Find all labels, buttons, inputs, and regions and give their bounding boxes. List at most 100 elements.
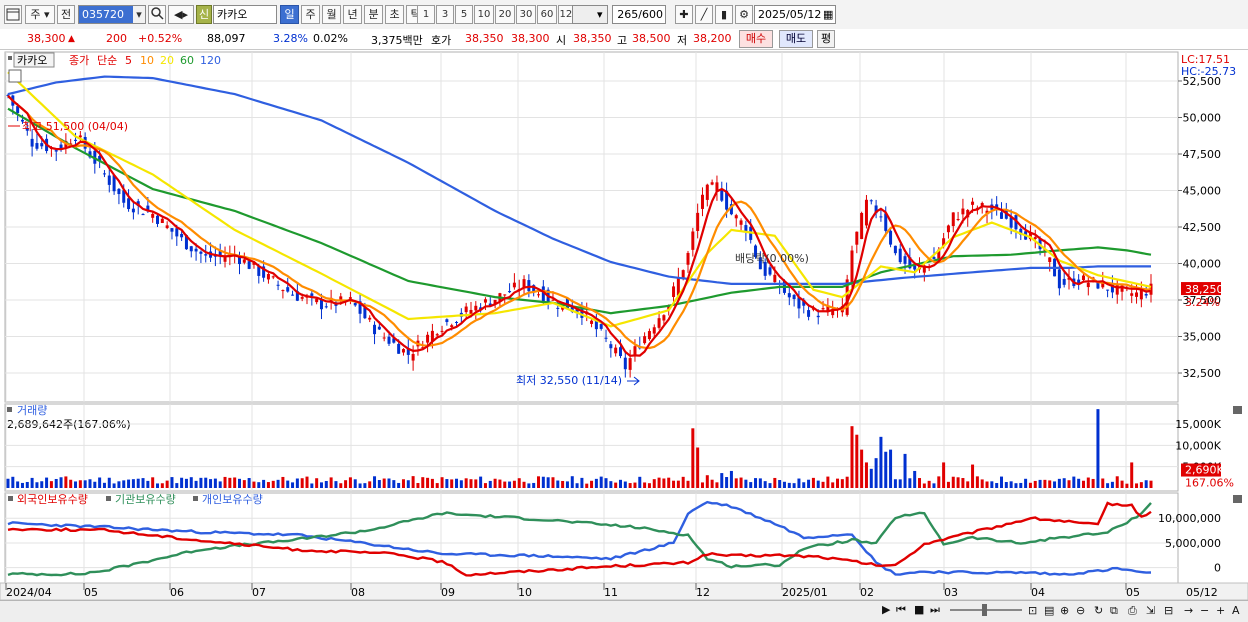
avg-button[interactable]: 평: [817, 30, 835, 48]
volume-bar: [628, 483, 632, 488]
prev-button[interactable]: 전: [57, 5, 75, 24]
period-code-select[interactable]: 주 ▾: [25, 5, 55, 24]
legend-price-label: 종가: [69, 54, 89, 67]
volume-bar: [189, 477, 193, 488]
stock-code-input[interactable]: 035720 ▾: [78, 5, 146, 24]
candle-body: [855, 231, 859, 245]
auto-icon[interactable]: A: [1232, 604, 1240, 617]
volume-bar: [527, 483, 531, 488]
gear-icon[interactable]: ⚙: [735, 5, 753, 24]
candle-body: [1028, 232, 1032, 240]
candle-icon[interactable]: ▮: [715, 5, 733, 24]
stock-name-field[interactable]: 카카오: [213, 5, 277, 24]
interval-button-20[interactable]: 20: [495, 5, 515, 24]
date-input[interactable]: 2025/05/12 ▦: [754, 5, 836, 24]
volume-bar: [1067, 480, 1071, 488]
period-code-label: 주: [30, 8, 41, 21]
volume-bar: [430, 478, 434, 488]
interval-button-10[interactable]: 10: [474, 5, 494, 24]
volume-bar: [16, 481, 20, 488]
interval-button-60[interactable]: 60: [537, 5, 557, 24]
print-icon[interactable]: ⎙: [1128, 604, 1137, 617]
stock-chart[interactable]: 2024/04 05 06 07 08 09 10 11 12 2025/01 02 03 04 05 05…: [0, 50, 1248, 600]
stock-name-box: [13, 52, 55, 68]
volume-close-icon[interactable]: [1233, 406, 1242, 414]
period-button-0[interactable]: 일: [280, 5, 299, 24]
search-icon[interactable]: [148, 5, 166, 24]
refresh-icon[interactable]: ↻: [1094, 604, 1104, 617]
holdings-close-icon[interactable]: [1233, 495, 1242, 503]
candle-body: [1057, 269, 1061, 289]
volume-bar: [1106, 483, 1110, 488]
volume-bar: [344, 480, 348, 488]
volume-bar: [305, 476, 309, 488]
candle-body: [860, 212, 864, 240]
sell-button[interactable]: 매도: [779, 30, 813, 48]
volume-bar: [401, 479, 405, 488]
candle-body: [1033, 237, 1037, 239]
interval-button-3[interactable]: 3: [436, 5, 454, 24]
candle-body: [1009, 217, 1013, 228]
stop-button[interactable]: ■: [914, 603, 925, 616]
zoom-in-icon[interactable]: ⊕: [1060, 604, 1070, 617]
candle-body: [16, 106, 20, 114]
ma120-line: [7, 75, 1151, 285]
last-button[interactable]: ⏭: [930, 603, 940, 616]
count-field[interactable]: 265/600: [612, 5, 666, 24]
volume-bar: [773, 477, 777, 488]
interval-button-30[interactable]: 30: [516, 5, 536, 24]
play-button[interactable]: ▶: [882, 603, 891, 616]
volume-bar: [657, 477, 661, 488]
period-button-1[interactable]: 주: [301, 5, 320, 24]
interval-input[interactable]: ▾: [572, 5, 608, 24]
speaker-icon[interactable]: ◀▸: [168, 5, 194, 24]
volume-bar: [792, 483, 796, 488]
grid-icon[interactable]: ▤: [1044, 604, 1055, 617]
holdings-legend-dot: [106, 496, 111, 501]
scroll-left-icon[interactable]: →: [1184, 604, 1194, 617]
volume-bar: [633, 482, 637, 488]
plus-icon[interactable]: +: [1216, 604, 1226, 617]
volume-bar: [45, 477, 49, 488]
bottom-bar: ▶ ⏮ ■ ⏭ ⊡ ▤ ⊕ ⊖ ↻ ⧉ ⎙ ⇲ ⊟ → − + A: [0, 600, 1248, 622]
export-icon[interactable]: ⇲: [1146, 604, 1156, 617]
volume-bar: [25, 481, 29, 488]
volume-bar: [1096, 409, 1100, 488]
ma20-line: [7, 71, 1152, 328]
crosshair-icon[interactable]: ✚: [675, 5, 693, 24]
calendar-icon[interactable]: ▦: [823, 8, 834, 21]
period-button-2[interactable]: 월: [322, 5, 341, 24]
volume-bar: [971, 464, 975, 488]
grid-toggle-icon[interactable]: [8, 69, 22, 83]
copy-icon[interactable]: ⧉: [1110, 604, 1118, 617]
chart-settings-icon[interactable]: [4, 5, 22, 24]
interval-button-1[interactable]: 1: [417, 5, 435, 24]
period-button-3[interactable]: 년: [343, 5, 362, 24]
buy-button[interactable]: 매수: [739, 30, 773, 48]
y-tick-label: 45,000: [1183, 184, 1222, 197]
volume-bar: [127, 479, 131, 488]
first-button[interactable]: ⏮: [896, 603, 906, 616]
save-icon[interactable]: ⊟: [1164, 604, 1174, 617]
line-tool-icon[interactable]: ╱: [695, 5, 713, 24]
high-label: 고: [617, 34, 628, 47]
zoom-icon[interactable]: ⊡: [1028, 604, 1038, 617]
candle-body: [537, 294, 541, 296]
volume-bar: [286, 480, 290, 488]
volume-bar: [512, 480, 516, 488]
candle-body: [797, 297, 801, 309]
interval-button-5[interactable]: 5: [455, 5, 473, 24]
zoom-slider-handle[interactable]: [982, 604, 987, 616]
institution-line: [7, 502, 1152, 577]
period-button-5[interactable]: 초: [385, 5, 404, 24]
volume-bar: [223, 476, 227, 488]
candle-body: [1048, 257, 1052, 262]
x-tick-label: 08: [351, 586, 365, 599]
candle-body: [30, 138, 34, 147]
candle-body: [426, 334, 430, 343]
period-button-4[interactable]: 분: [364, 5, 383, 24]
zoom-out-icon[interactable]: ⊖: [1076, 604, 1086, 617]
volume-bar: [884, 451, 888, 488]
minus-icon[interactable]: −: [1200, 604, 1210, 617]
candle-body: [787, 293, 791, 298]
